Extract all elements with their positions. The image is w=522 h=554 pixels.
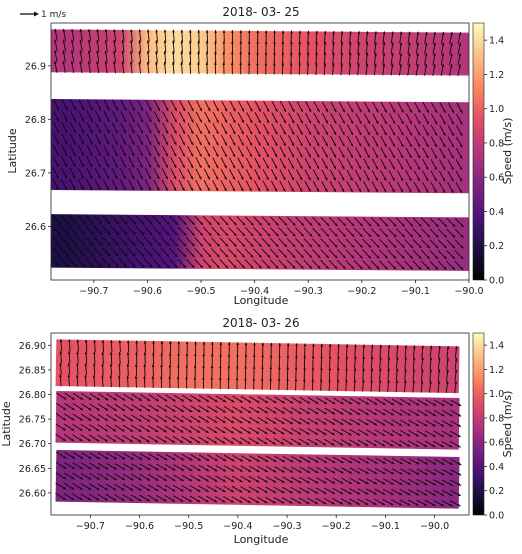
- y-tick-label: 26.75: [19, 415, 46, 426]
- colorbar-gradient: [473, 333, 484, 515]
- colorbar: 0.00.20.40.60.81.01.21.4: [473, 333, 504, 522]
- x-tick-label: −90.2: [347, 286, 376, 297]
- x-tick-label: −90.5: [174, 521, 203, 532]
- colorbar-label: Speed (m/s): [501, 391, 514, 458]
- y-tick-label: 26.90: [19, 341, 46, 352]
- panel-title: 2018- 03- 26: [222, 316, 299, 330]
- x-tick-label: −90.4: [223, 521, 252, 532]
- colorbar-tick-label: 0.0: [489, 511, 504, 522]
- y-axis: 26.60 26.65 26.70 26.75 26.80 26.85 26.90: [19, 341, 51, 500]
- x-axis-label: Longitude: [234, 294, 289, 307]
- y-tick-label: 26.80: [19, 390, 46, 401]
- y-tick-label: 26.70: [19, 439, 46, 450]
- y-axis-label: Latitude: [0, 401, 13, 447]
- colorbar-tick-label: 1.4: [489, 341, 504, 352]
- swath-band: [55, 391, 461, 450]
- plot-area: [51, 23, 470, 280]
- scale-label: 1 m/s: [41, 10, 66, 20]
- scale-arrow-head: [34, 12, 39, 17]
- swath-band: [55, 450, 461, 509]
- colorbar-label: Speed (m/s): [501, 118, 514, 185]
- x-tick-label: −90.5: [186, 286, 215, 297]
- x-tick-label: −90.2: [322, 521, 351, 532]
- colorbar-tick-label: 0.2: [489, 241, 504, 252]
- x-tick-label: −90.3: [294, 286, 323, 297]
- colorbar-tick-label: 0.4: [489, 207, 504, 218]
- y-tick-label: 26.85: [19, 365, 46, 376]
- colorbar-tick-label: 1.0: [489, 104, 504, 115]
- y-tick-label: 26.7: [25, 168, 46, 179]
- swath-band: [51, 29, 469, 76]
- x-tick-label: −90.6: [133, 286, 162, 297]
- y-tick-label: 26.8: [25, 115, 46, 126]
- colorbar-gradient: [473, 23, 484, 280]
- x-axis-label: Longitude: [234, 533, 289, 546]
- speed-swath: [56, 339, 460, 393]
- colorbar-tick-label: 1.2: [489, 70, 504, 81]
- panel-2018-03-25: 2018- 03- 25 −90.7−90.6−90.5−90.4−90.3−9…: [6, 5, 514, 307]
- x-tick-label: −90.3: [272, 521, 301, 532]
- x-tick-label: −90.0: [420, 521, 449, 532]
- plot-area: [51, 333, 469, 515]
- x-tick-label: −90.7: [79, 286, 108, 297]
- swath-band: [51, 214, 469, 271]
- panel-2018-03-26: 2018- 03- 26 −90.7−90.6−90.5−90.4−90.3−9…: [0, 316, 514, 546]
- colorbar-tick-label: 0.0: [489, 276, 504, 287]
- colorbar-tick-label: 0.4: [489, 462, 504, 473]
- y-tick-label: 26.6: [25, 222, 46, 233]
- x-tick-label: −90.1: [401, 286, 430, 297]
- y-tick-label: 26.65: [19, 464, 46, 475]
- x-axis: −90.7 −90.6 −90.5 −90.4 −90.3 −90.2 −90.1 −90.0: [76, 515, 449, 532]
- x-tick-label: −90.0: [454, 286, 483, 297]
- y-tick-label: 26.9: [25, 61, 46, 72]
- colorbar-tick-label: 0.2: [489, 486, 504, 497]
- colorbar: 0.00.20.40.60.81.01.21.4: [473, 23, 504, 287]
- x-tick-label: −90.6: [125, 521, 154, 532]
- x-tick-label: −90.1: [371, 521, 400, 532]
- colorbar-tick-label: 1.2: [489, 365, 504, 376]
- swath-band: [56, 339, 460, 393]
- y-tick-label: 26.60: [19, 488, 46, 499]
- x-tick-label: −90.7: [76, 521, 105, 532]
- y-axis: 26.6 26.7 26.8 26.9: [25, 61, 51, 233]
- panel-title: 2018- 03- 25: [222, 5, 299, 19]
- y-axis-label: Latitude: [6, 128, 19, 174]
- colorbar-tick-label: 1.4: [489, 36, 504, 47]
- swath-band: [51, 99, 470, 193]
- vector-scale-legend: 1 m/s: [20, 10, 66, 20]
